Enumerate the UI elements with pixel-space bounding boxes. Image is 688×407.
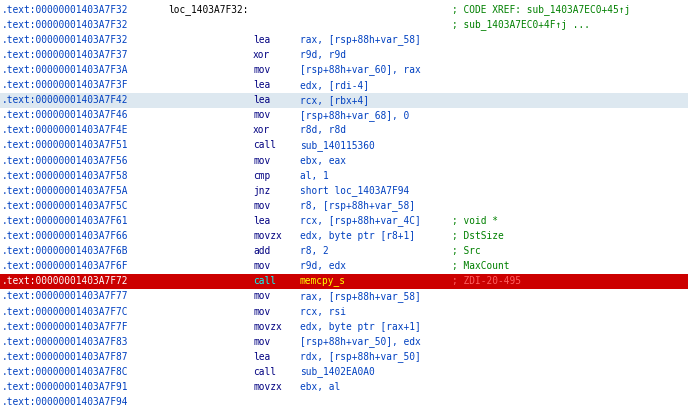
Text: rdx, [rsp+88h+var_50]: rdx, [rsp+88h+var_50] bbox=[300, 351, 421, 362]
Text: [rsp+88h+var_60], rax: [rsp+88h+var_60], rax bbox=[300, 64, 421, 75]
Text: lea: lea bbox=[253, 95, 270, 105]
Text: r8, 2: r8, 2 bbox=[300, 246, 329, 256]
Text: movzx: movzx bbox=[253, 322, 282, 332]
Text: .text:00000001403A7F77: .text:00000001403A7F77 bbox=[2, 291, 129, 302]
Text: call: call bbox=[253, 140, 276, 151]
Text: .text:00000001403A7F61: .text:00000001403A7F61 bbox=[2, 216, 129, 226]
Text: ; MaxCount: ; MaxCount bbox=[452, 261, 510, 271]
Text: ; sub_1403A7EC0+4F↑j ...: ; sub_1403A7EC0+4F↑j ... bbox=[452, 19, 590, 30]
Text: .text:00000001403A7F91: .text:00000001403A7F91 bbox=[2, 382, 129, 392]
Text: .text:00000001403A7F5C: .text:00000001403A7F5C bbox=[2, 201, 129, 211]
Text: al, 1: al, 1 bbox=[300, 171, 329, 181]
Text: mov: mov bbox=[253, 291, 270, 302]
Text: .text:00000001403A7F32: .text:00000001403A7F32 bbox=[2, 20, 129, 30]
Text: movzx: movzx bbox=[253, 382, 282, 392]
Text: sub_1402EA0A0: sub_1402EA0A0 bbox=[300, 366, 375, 377]
Text: .text:00000001403A7F56: .text:00000001403A7F56 bbox=[2, 155, 129, 166]
Text: .text:00000001403A7F94: .text:00000001403A7F94 bbox=[2, 397, 129, 407]
Text: .text:00000001403A7F83: .text:00000001403A7F83 bbox=[2, 337, 129, 347]
Bar bbox=[0, 274, 688, 289]
Text: rcx, [rbx+4]: rcx, [rbx+4] bbox=[300, 95, 369, 105]
Text: rcx, [rsp+88h+var_4C]: rcx, [rsp+88h+var_4C] bbox=[300, 215, 421, 226]
Text: r8d, r8d: r8d, r8d bbox=[300, 125, 346, 136]
Text: r9d, r9d: r9d, r9d bbox=[300, 50, 346, 60]
Text: ; ZDI-20-495: ; ZDI-20-495 bbox=[452, 276, 521, 287]
Text: sub_140115360: sub_140115360 bbox=[300, 140, 375, 151]
Text: .text:00000001403A7F3F: .text:00000001403A7F3F bbox=[2, 80, 129, 90]
Text: edx, byte ptr [rax+1]: edx, byte ptr [rax+1] bbox=[300, 322, 421, 332]
Text: .text:00000001403A7F5A: .text:00000001403A7F5A bbox=[2, 186, 129, 196]
Text: .text:00000001403A7F6F: .text:00000001403A7F6F bbox=[2, 261, 129, 271]
Text: short loc_1403A7F94: short loc_1403A7F94 bbox=[300, 185, 409, 196]
Text: cmp: cmp bbox=[253, 171, 270, 181]
Text: mov: mov bbox=[253, 110, 270, 120]
Text: .text:00000001403A7F8C: .text:00000001403A7F8C bbox=[2, 367, 129, 377]
Text: .text:00000001403A7F4E: .text:00000001403A7F4E bbox=[2, 125, 129, 136]
Text: .text:00000001403A7F6B: .text:00000001403A7F6B bbox=[2, 246, 129, 256]
Text: jnz: jnz bbox=[253, 186, 270, 196]
Text: mov: mov bbox=[253, 337, 270, 347]
Text: ; CODE XREF: sub_1403A7EC0+45↑j: ; CODE XREF: sub_1403A7EC0+45↑j bbox=[452, 4, 630, 15]
Text: loc_1403A7F32:: loc_1403A7F32: bbox=[168, 4, 248, 15]
Text: movzx: movzx bbox=[253, 231, 282, 241]
Text: .text:00000001403A7F32: .text:00000001403A7F32 bbox=[2, 35, 129, 45]
Text: rax, [rsp+88h+var_58]: rax, [rsp+88h+var_58] bbox=[300, 34, 421, 45]
Bar bbox=[0, 93, 688, 108]
Text: mov: mov bbox=[253, 65, 270, 75]
Text: .text:00000001403A7F7C: .text:00000001403A7F7C bbox=[2, 306, 129, 317]
Text: ; void *: ; void * bbox=[452, 216, 498, 226]
Text: memcpy_s: memcpy_s bbox=[300, 276, 346, 287]
Text: .text:00000001403A7F72: .text:00000001403A7F72 bbox=[2, 276, 129, 287]
Text: edx, byte ptr [r8+1]: edx, byte ptr [r8+1] bbox=[300, 231, 415, 241]
Text: lea: lea bbox=[253, 80, 270, 90]
Text: mov: mov bbox=[253, 261, 270, 271]
Text: .text:00000001403A7F87: .text:00000001403A7F87 bbox=[2, 352, 129, 362]
Text: r9d, edx: r9d, edx bbox=[300, 261, 346, 271]
Text: mov: mov bbox=[253, 306, 270, 317]
Text: lea: lea bbox=[253, 216, 270, 226]
Text: ebx, eax: ebx, eax bbox=[300, 155, 346, 166]
Text: .text:00000001403A7F66: .text:00000001403A7F66 bbox=[2, 231, 129, 241]
Text: ebx, al: ebx, al bbox=[300, 382, 341, 392]
Text: .text:00000001403A7F51: .text:00000001403A7F51 bbox=[2, 140, 129, 151]
Text: .text:00000001403A7F46: .text:00000001403A7F46 bbox=[2, 110, 129, 120]
Text: call: call bbox=[253, 367, 276, 377]
Text: edx, [rdi-4]: edx, [rdi-4] bbox=[300, 80, 369, 90]
Text: .text:00000001403A7F58: .text:00000001403A7F58 bbox=[2, 171, 129, 181]
Text: lea: lea bbox=[253, 35, 270, 45]
Text: r8, [rsp+88h+var_58]: r8, [rsp+88h+var_58] bbox=[300, 200, 415, 211]
Text: .text:00000001403A7F3A: .text:00000001403A7F3A bbox=[2, 65, 129, 75]
Text: call: call bbox=[253, 276, 276, 287]
Text: [rsp+88h+var_50], edx: [rsp+88h+var_50], edx bbox=[300, 336, 421, 347]
Text: .text:00000001403A7F37: .text:00000001403A7F37 bbox=[2, 50, 129, 60]
Text: rcx, rsi: rcx, rsi bbox=[300, 306, 346, 317]
Text: [rsp+88h+var_68], 0: [rsp+88h+var_68], 0 bbox=[300, 110, 409, 121]
Text: ; Src: ; Src bbox=[452, 246, 481, 256]
Text: mov: mov bbox=[253, 155, 270, 166]
Text: rax, [rsp+88h+var_58]: rax, [rsp+88h+var_58] bbox=[300, 291, 421, 302]
Text: ; DstSize: ; DstSize bbox=[452, 231, 504, 241]
Text: .text:00000001403A7F32: .text:00000001403A7F32 bbox=[2, 4, 129, 15]
Text: mov: mov bbox=[253, 201, 270, 211]
Text: xor: xor bbox=[253, 50, 270, 60]
Text: xor: xor bbox=[253, 125, 270, 136]
Text: add: add bbox=[253, 246, 270, 256]
Text: .text:00000001403A7F7F: .text:00000001403A7F7F bbox=[2, 322, 129, 332]
Text: lea: lea bbox=[253, 352, 270, 362]
Text: .text:00000001403A7F42: .text:00000001403A7F42 bbox=[2, 95, 129, 105]
